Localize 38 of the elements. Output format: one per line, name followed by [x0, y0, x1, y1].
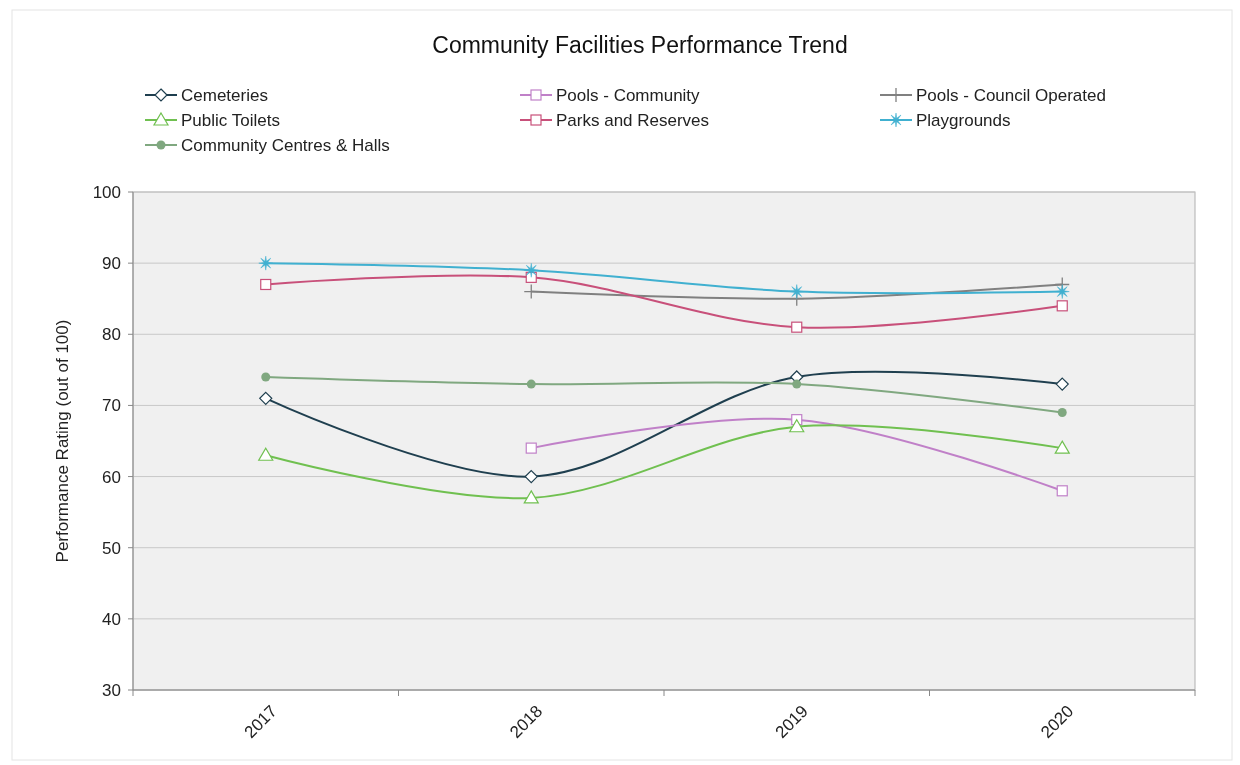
point	[523, 283, 539, 300]
y-tick-label: 40	[102, 609, 121, 629]
y-tick-label: 80	[102, 325, 121, 345]
legend-label: Cemeteries	[181, 85, 268, 105]
y-tick-label: 50	[102, 538, 121, 558]
point	[789, 284, 804, 299]
y-tick-label: 70	[102, 396, 121, 416]
point	[526, 379, 536, 389]
point	[258, 255, 273, 271]
point	[789, 419, 805, 433]
y-axis-title: Performance Rating (out of 100)	[53, 319, 72, 563]
legend-label: Parks and Reserves	[556, 110, 710, 130]
legend-label: Pools - Council Operated	[916, 85, 1106, 105]
point	[259, 391, 273, 405]
legend-label: Community Centres & Halls	[181, 135, 390, 155]
chart-title: Community Facilities Performance Trend	[432, 32, 848, 58]
point	[258, 447, 274, 461]
y-tick-label: 100	[92, 182, 121, 202]
legend-label: Public Toilets	[181, 110, 280, 130]
point	[525, 442, 537, 454]
point	[523, 490, 539, 504]
y-tick-label: 30	[102, 680, 121, 700]
legend-label: Playgrounds	[916, 110, 1011, 130]
point	[1055, 284, 1070, 299]
point	[524, 469, 538, 484]
point	[1055, 377, 1069, 391]
point	[1054, 440, 1070, 454]
point	[791, 321, 803, 333]
y-tick-label: 60	[102, 467, 121, 487]
point	[1056, 485, 1068, 497]
legend-label: Pools - Community	[556, 85, 701, 105]
point	[260, 278, 272, 291]
point	[261, 372, 271, 382]
y-tick-label: 90	[102, 254, 121, 274]
point	[1057, 408, 1067, 418]
point	[792, 379, 802, 389]
point	[524, 263, 539, 278]
point	[1056, 300, 1068, 312]
